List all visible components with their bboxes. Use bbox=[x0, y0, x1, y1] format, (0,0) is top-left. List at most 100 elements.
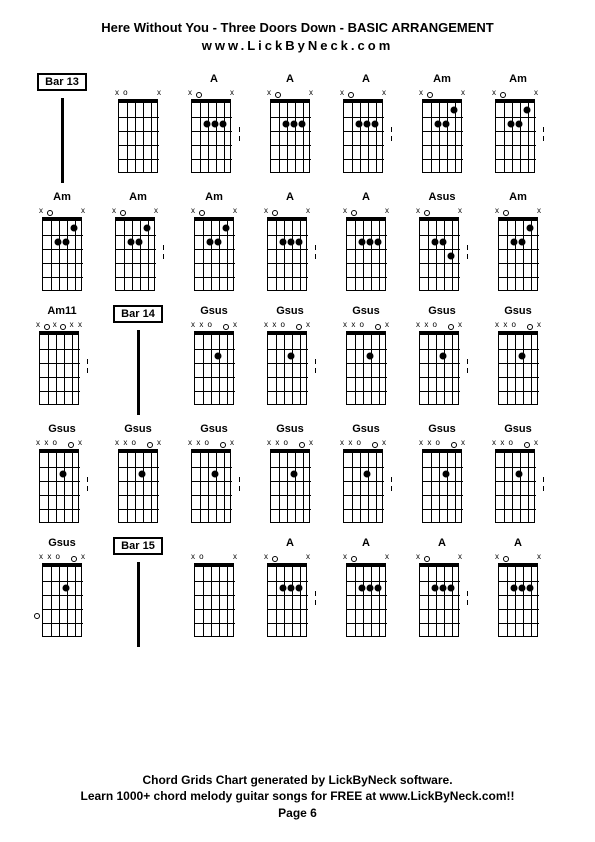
string-line bbox=[51, 221, 52, 291]
fretboard bbox=[495, 453, 535, 523]
nut-marker: x bbox=[79, 207, 87, 217]
chord-diagram: xxox bbox=[189, 321, 239, 411]
string-line bbox=[135, 453, 136, 523]
chord-cell: Amxx bbox=[410, 73, 474, 183]
fret-line bbox=[43, 249, 83, 250]
chord-label: A bbox=[438, 537, 446, 551]
fret-line bbox=[43, 623, 83, 624]
nut-marker: o bbox=[279, 321, 287, 331]
nut-marker bbox=[214, 207, 222, 217]
open-marker bbox=[348, 92, 354, 98]
nut-marker bbox=[59, 439, 67, 449]
chord-cell: Axx bbox=[258, 537, 322, 647]
nut-marker: x bbox=[535, 321, 543, 331]
string-line bbox=[72, 453, 73, 523]
nut-marker bbox=[442, 89, 450, 99]
nut-marker bbox=[206, 207, 214, 217]
fret-line bbox=[420, 277, 460, 278]
string-line bbox=[300, 221, 301, 291]
string-line bbox=[292, 221, 293, 291]
chord-cell: Gsusxxox bbox=[182, 305, 246, 415]
finger-dot bbox=[144, 225, 151, 232]
chord-diagram: xx bbox=[338, 89, 388, 179]
fret-line bbox=[195, 349, 235, 350]
fret-line bbox=[43, 609, 83, 610]
fret-line bbox=[195, 363, 235, 364]
fret-line bbox=[119, 131, 159, 132]
fretboard bbox=[115, 221, 155, 291]
string-line bbox=[64, 335, 65, 405]
nut-marker: x bbox=[152, 207, 160, 217]
finger-dot bbox=[372, 121, 379, 128]
chord-diagram: xxox bbox=[493, 321, 543, 411]
chord-label: Am bbox=[53, 191, 71, 205]
fret-line bbox=[420, 363, 460, 364]
string-line bbox=[379, 221, 380, 291]
nut-marker bbox=[439, 207, 447, 217]
string-line bbox=[512, 103, 513, 173]
string-line bbox=[363, 335, 364, 405]
nut-markers: xxox bbox=[189, 321, 239, 331]
nut-marker: x bbox=[34, 439, 42, 449]
nut-marker bbox=[355, 89, 363, 99]
fret-line bbox=[268, 391, 308, 392]
fret-line bbox=[496, 117, 536, 118]
string-line bbox=[376, 103, 377, 173]
fret-line bbox=[499, 277, 539, 278]
nut-marker: x bbox=[262, 321, 270, 331]
nut-marker bbox=[363, 89, 371, 99]
nut-marker: x bbox=[110, 207, 118, 217]
fret-line bbox=[344, 495, 384, 496]
open-marker bbox=[375, 324, 381, 330]
chord-cell: Gsusxxox bbox=[486, 423, 550, 529]
diagram-row: xxox bbox=[37, 553, 87, 643]
tick bbox=[543, 127, 544, 132]
fret-line bbox=[43, 581, 83, 582]
nut-marker: x bbox=[532, 89, 540, 99]
fret-line bbox=[420, 377, 460, 378]
nut-marker: o bbox=[206, 321, 214, 331]
fret-line bbox=[268, 377, 308, 378]
finger-dot bbox=[136, 239, 143, 246]
fret-line bbox=[344, 509, 384, 510]
fret-line bbox=[268, 277, 308, 278]
open-marker bbox=[427, 92, 433, 98]
open-marker bbox=[223, 324, 229, 330]
nut-marker: x bbox=[155, 89, 163, 99]
fret-line bbox=[499, 595, 539, 596]
nut-marker: x bbox=[456, 553, 464, 563]
nut-marker: x bbox=[535, 207, 543, 217]
string-line bbox=[216, 103, 217, 173]
nut-markers: xx bbox=[341, 553, 391, 563]
nut-marker bbox=[375, 207, 383, 217]
tick-marks bbox=[540, 127, 546, 141]
chord-label: Asus bbox=[429, 191, 456, 205]
string-line bbox=[515, 567, 516, 637]
string-line bbox=[151, 103, 152, 173]
nut-marker bbox=[524, 89, 532, 99]
chord-diagram: xxox bbox=[490, 439, 540, 529]
string-line bbox=[211, 335, 212, 405]
nut-marker: x bbox=[304, 553, 312, 563]
finger-dot bbox=[375, 585, 382, 592]
nut-marker bbox=[144, 207, 152, 217]
string-line bbox=[276, 567, 277, 637]
fret-line bbox=[499, 249, 539, 250]
nut-marker bbox=[62, 207, 70, 217]
string-line bbox=[56, 453, 57, 523]
finger-dot bbox=[443, 471, 450, 478]
chord-cell: Axx bbox=[334, 537, 398, 647]
fret-line bbox=[496, 467, 536, 468]
tick bbox=[543, 486, 544, 491]
fret-line bbox=[195, 595, 235, 596]
nut-marker bbox=[138, 89, 146, 99]
finger-dot bbox=[128, 239, 135, 246]
fret-line bbox=[40, 481, 80, 482]
string-line bbox=[520, 453, 521, 523]
fret-line bbox=[496, 145, 536, 146]
fret-line bbox=[116, 277, 156, 278]
nut-marker: x bbox=[414, 553, 422, 563]
open-marker bbox=[47, 210, 53, 216]
chord-cell: Amxx bbox=[106, 191, 170, 297]
nut-markers: xx bbox=[37, 207, 87, 217]
